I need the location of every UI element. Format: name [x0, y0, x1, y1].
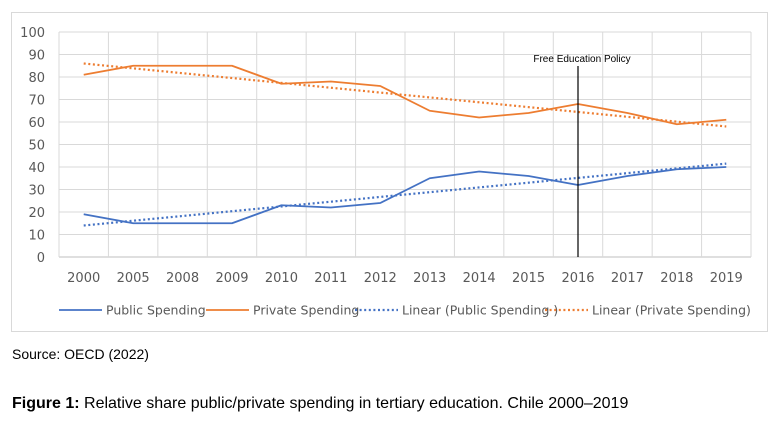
x-tick-label: 2017	[611, 271, 644, 286]
annotations: Free Education Policy	[533, 54, 631, 257]
x-tick-label: 2008	[166, 271, 199, 286]
legend-label: Linear (Public Spending )	[402, 303, 558, 318]
x-tick-label: 2018	[660, 271, 693, 286]
y-tick-label: 20	[28, 206, 45, 221]
x-tick-label: 2016	[561, 271, 594, 286]
legend: Public Spending Private Spending Linear (P…	[59, 303, 751, 318]
x-tick-label: 2000	[67, 271, 100, 286]
y-tick-label: 60	[28, 116, 45, 131]
policy-annotation-label: Free Education Policy	[533, 54, 630, 65]
x-tick-label: 2005	[117, 271, 150, 286]
figure-caption: Figure 1: Relative share public/private …	[12, 395, 628, 413]
legend-label: Linear (Private Spending)	[592, 303, 751, 318]
x-tick-label: 2009	[215, 271, 248, 286]
x-axis-ticks: 2000 2005 2008 2009 2010 2011 2012 2013 2014 2015…	[67, 271, 743, 286]
y-tick-label: 90	[28, 49, 45, 64]
y-tick-label: 100	[20, 26, 45, 41]
y-tick-label: 0	[37, 251, 45, 266]
series-public-spending	[83, 166, 727, 225]
x-tick-label: 2012	[364, 271, 397, 286]
caption-label: Figure 1:	[12, 395, 80, 412]
y-tick-label: 10	[28, 229, 45, 244]
x-tick-label: 2010	[265, 271, 298, 286]
series-lines	[83, 62, 727, 227]
y-axis-ticks: 0 10 20 30 40 50 60 70 80 90 100	[20, 26, 45, 266]
series-private-spending	[83, 64, 727, 126]
y-tick-label: 80	[28, 71, 45, 86]
source-note: Source: OECD (2022)	[12, 346, 149, 362]
gridlines	[58, 31, 752, 258]
y-tick-label: 50	[28, 139, 45, 154]
series-linear-private-spending	[83, 62, 727, 128]
legend-label: Public Spending	[106, 303, 206, 318]
y-tick-label: 40	[28, 161, 45, 176]
caption-text: Relative share public/private spending i…	[79, 395, 629, 412]
x-tick-label: 2014	[463, 271, 496, 286]
x-tick-label: 2019	[710, 271, 743, 286]
x-tick-label: 2011	[314, 271, 347, 286]
x-tick-label: 2013	[413, 271, 446, 286]
series-linear-public-spending	[83, 162, 727, 227]
legend-label: Private Spending	[253, 303, 359, 318]
y-tick-label: 30	[28, 184, 45, 199]
x-tick-label: 2015	[512, 271, 545, 286]
y-tick-label: 70	[28, 94, 45, 109]
